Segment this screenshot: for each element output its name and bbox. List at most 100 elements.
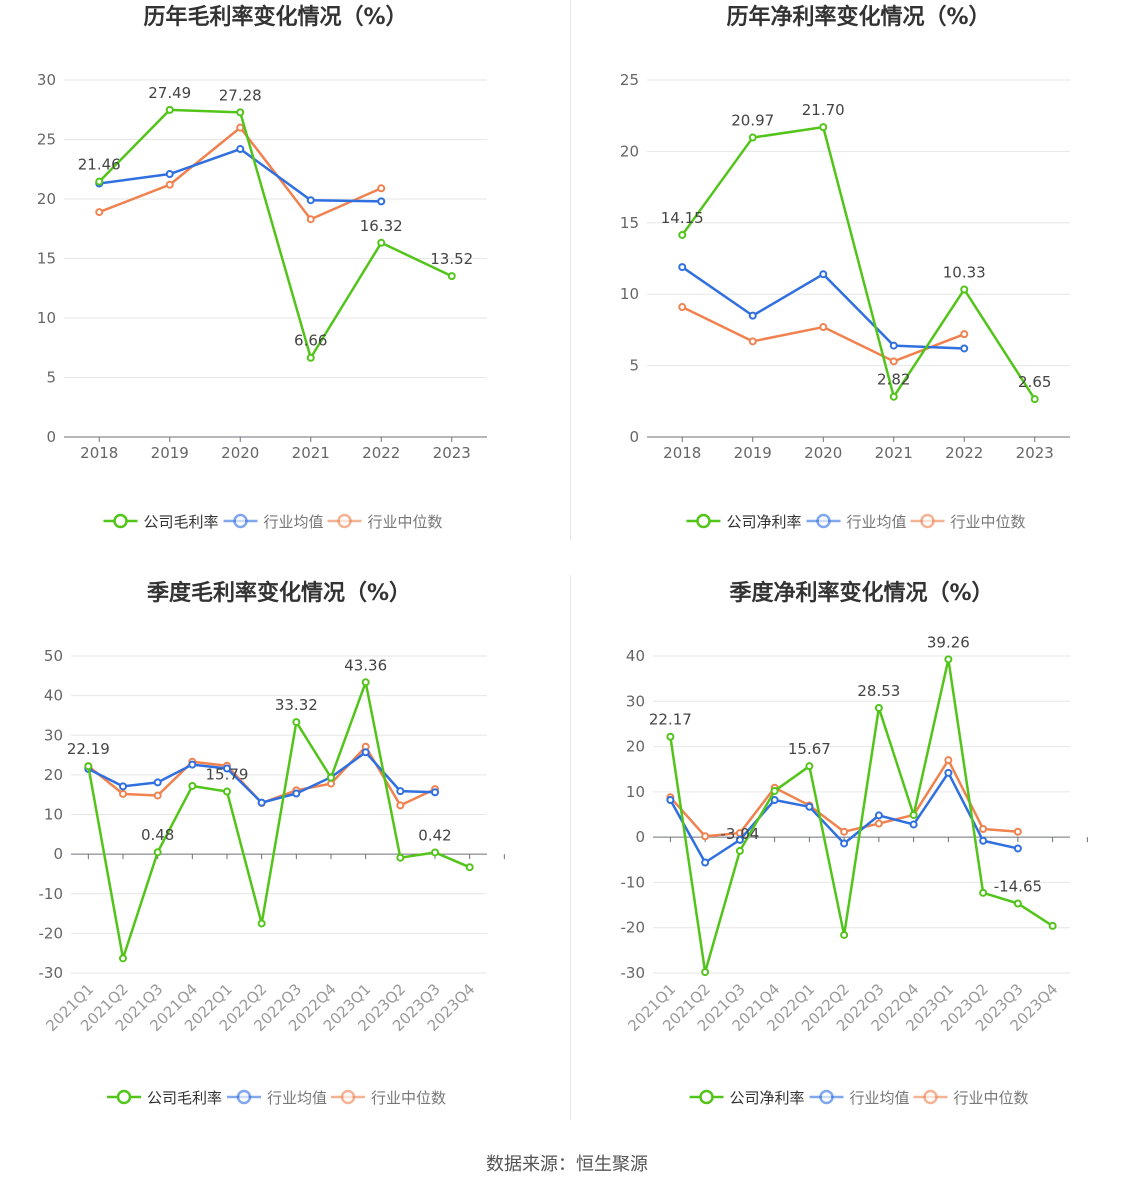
data-label: 27.28	[219, 86, 262, 104]
data-label: 10.33	[943, 263, 986, 281]
x-tick-label: 2021	[292, 444, 330, 462]
legend-item-avg[interactable]: 行业均值	[806, 513, 907, 531]
data-point-avg	[701, 858, 710, 867]
x-tick-label: 2022	[362, 444, 400, 462]
legend-marker	[696, 513, 711, 529]
data-label: -14.65	[994, 877, 1042, 895]
data-point-median	[119, 789, 127, 798]
x-tick-label: 2021	[875, 444, 913, 462]
legend-item-median[interactable]: 行业中位数	[913, 1089, 1029, 1107]
y-tick-label: 10	[620, 285, 639, 303]
chart-annual-net: 历年净利率变化情况（%） 0 5 10 15 20 25 2018 2019 2020 2021 20…	[620, 4, 1070, 531]
y-tick-label: 0	[635, 828, 645, 846]
data-point-company	[361, 678, 370, 687]
data-point-median	[95, 208, 104, 217]
data-point-median	[377, 184, 386, 193]
y-tick-label: 10	[626, 783, 645, 801]
data-label: 0.42	[418, 826, 451, 844]
legend-item-avg[interactable]: 行业均值	[223, 513, 324, 531]
y-tick-label: 30	[44, 726, 63, 744]
panel-divider-top	[570, 0, 571, 540]
data-point-company	[874, 703, 883, 712]
legend-label: 行业中位数	[951, 513, 1026, 531]
legend-item-median[interactable]: 行业中位数	[331, 1089, 446, 1107]
y-tick-label: -20	[39, 924, 64, 942]
series-line-company	[681, 125, 1036, 400]
data-point-avg	[119, 782, 127, 791]
data-point-median	[306, 215, 315, 224]
data-point-company	[909, 810, 918, 819]
data-point-avg	[805, 802, 814, 811]
data-point-median	[396, 801, 405, 810]
legend-marker	[816, 513, 831, 529]
data-point-company	[165, 105, 174, 114]
y-tick-label: 50	[44, 647, 63, 665]
data-label: -3.04	[720, 825, 759, 843]
legend-marker	[920, 513, 935, 529]
data-point-avg	[306, 196, 315, 205]
data-point-avg	[431, 788, 439, 797]
legend-item-company[interactable]: 公司净利率	[686, 513, 802, 531]
legend-item-company[interactable]: 公司净利率	[689, 1089, 805, 1107]
legend-item-avg[interactable]: 行业均值	[227, 1089, 327, 1107]
data-point-avg	[770, 796, 779, 805]
data-point-company	[327, 773, 335, 782]
data-point-company	[188, 781, 197, 790]
data-point-company	[396, 853, 405, 862]
data-point-avg	[889, 341, 898, 350]
data-label: 14.15	[661, 209, 704, 227]
data-point-company	[95, 177, 104, 186]
legend-marker	[819, 1089, 834, 1105]
series-line-avg	[681, 266, 965, 350]
legend-item-company[interactable]: 公司毛利率	[107, 1089, 222, 1107]
data-label: 20.97	[731, 112, 774, 130]
data-point-company	[84, 762, 93, 771]
data-point-avg	[361, 748, 370, 757]
data-point-company	[1030, 395, 1039, 404]
data-point-company	[701, 968, 710, 977]
y-tick-label: 30	[37, 71, 56, 89]
data-point-avg	[377, 197, 386, 206]
y-tick-label: 15	[37, 250, 56, 268]
data-label: 33.32	[275, 696, 318, 714]
data-point-median	[944, 756, 953, 765]
data-label: 22.19	[67, 740, 110, 758]
series-line-company	[669, 658, 1054, 974]
chart-title: 季度净利率变化情况（%）	[729, 580, 993, 606]
data-point-median	[819, 323, 828, 332]
legend-marker	[233, 513, 248, 529]
legend-item-median[interactable]: 行业中位数	[910, 513, 1026, 531]
data-point-avg	[292, 789, 301, 798]
data-point-median	[153, 791, 162, 800]
data-point-avg	[979, 836, 988, 845]
data-label: 2.82	[877, 371, 910, 389]
y-tick-label: 25	[37, 131, 56, 149]
data-point-median	[701, 832, 710, 841]
legend-item-median[interactable]: 行业中位数	[327, 513, 443, 531]
data-point-company	[1048, 921, 1057, 930]
legend-item-company[interactable]: 公司毛利率	[103, 513, 219, 531]
data-point-company	[292, 718, 301, 727]
data-label: 13.52	[430, 250, 473, 268]
data-point-median	[1013, 827, 1022, 836]
data-label: 15.67	[788, 740, 831, 758]
y-tick-label: 20	[44, 766, 63, 784]
legend-label: 公司净利率	[730, 1089, 805, 1107]
data-point-company	[377, 238, 386, 247]
data-point-company	[960, 285, 969, 294]
data-point-avg	[748, 311, 757, 320]
data-label: 21.70	[802, 101, 845, 119]
data-point-avg	[960, 344, 969, 353]
legend-marker	[236, 1089, 252, 1105]
y-tick-label: -20	[621, 919, 646, 937]
chart-title: 历年净利率变化情况（%）	[726, 4, 990, 30]
legend-item-avg[interactable]: 行业均值	[809, 1089, 910, 1107]
chart-annual-gross: 历年毛利率变化情况（%） 0 5 10 15 20 25 30 2018 2019 2020 2021…	[37, 4, 487, 531]
data-point-avg	[188, 760, 197, 769]
y-tick-label: 40	[44, 687, 63, 705]
data-point-avg	[257, 798, 266, 807]
data-point-company	[678, 230, 687, 239]
y-tick-label: 5	[629, 357, 639, 375]
data-point-company	[735, 846, 744, 855]
